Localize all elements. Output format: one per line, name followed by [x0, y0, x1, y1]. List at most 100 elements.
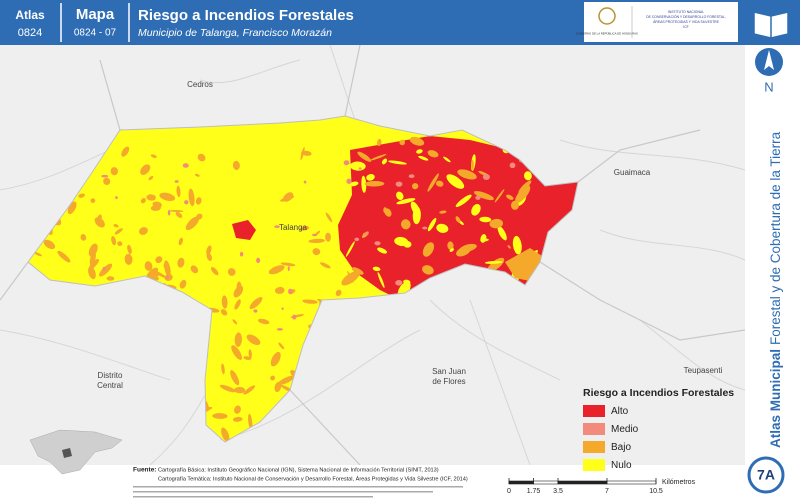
source-line: Cartografía Temática: Instituto Nacional… — [158, 475, 468, 482]
zone-bajo — [249, 296, 263, 310]
zone-bajo — [370, 154, 387, 161]
municipality-outline — [27, 115, 579, 443]
zone-bajo — [227, 268, 236, 276]
zone-bajo — [139, 227, 148, 235]
zone-bajo — [403, 279, 411, 285]
zone-bajo — [270, 351, 281, 367]
zone-bajo — [234, 405, 241, 414]
zone-bajo — [124, 253, 133, 265]
zone-medio — [174, 180, 179, 183]
zone-bajo — [257, 318, 270, 325]
logo-text: ICF — [683, 25, 688, 29]
zone-bajo — [190, 265, 199, 274]
zone-nulo — [388, 160, 407, 165]
zone-nulo — [512, 235, 522, 255]
zone-bajo — [447, 241, 454, 250]
zone-bajo — [195, 173, 200, 177]
legend-label: Medio — [611, 424, 639, 435]
zone-bajo — [351, 267, 364, 275]
legend-swatch — [583, 405, 605, 417]
zone-nulo — [446, 174, 465, 189]
zone-bajo — [299, 225, 310, 231]
zone-bajo — [335, 289, 342, 297]
zone-bajo — [436, 223, 449, 233]
zone-bajo — [308, 238, 325, 244]
zone-bajo — [302, 299, 318, 304]
zone-bajo — [246, 334, 261, 346]
zone-medio — [184, 200, 189, 205]
zone-nulo — [494, 189, 505, 203]
zone-bajo — [148, 175, 154, 181]
zone-bajo — [399, 139, 406, 146]
zone-bajo — [159, 192, 176, 201]
zone-bajo — [67, 201, 77, 215]
atlas-code: 0824 — [18, 27, 42, 39]
zone-nulo — [349, 181, 359, 187]
zone-nulo — [416, 149, 423, 154]
zone-bajo — [473, 191, 494, 201]
boundaries — [0, 44, 746, 466]
zone-bajo — [140, 198, 146, 204]
legend-swatch — [583, 459, 605, 471]
zone-bajo — [345, 241, 355, 257]
zone-medio — [182, 163, 189, 168]
zone-bajo — [274, 381, 282, 393]
side-title-bold: Atlas Municipal — [768, 349, 783, 448]
zone-bajo — [146, 194, 156, 201]
zone-bajo — [270, 375, 276, 381]
zone-medio — [343, 160, 350, 166]
zone-bajo — [280, 262, 296, 267]
zone-bajo — [315, 230, 321, 236]
zone-bajo — [230, 370, 240, 386]
zone-medio — [509, 162, 516, 169]
zone-medio — [281, 307, 284, 310]
zone-bajo — [471, 203, 481, 216]
atlas-label: Atlas — [15, 8, 45, 22]
zone-bajo — [248, 349, 252, 359]
place-label: de Flores — [432, 377, 465, 386]
zone-bajo — [278, 342, 285, 350]
zone-bajo — [366, 174, 375, 181]
zone-bajo — [90, 198, 96, 203]
zone-nulo — [422, 242, 435, 257]
scale-tick-label: 1.75 — [527, 488, 541, 495]
zone-nulo — [412, 206, 421, 225]
zone-bajo — [232, 319, 238, 325]
zone-medio — [101, 174, 109, 178]
place-label: Guaimaca — [614, 168, 651, 177]
legend-label: Alto — [611, 406, 629, 417]
zone-nulo — [457, 169, 477, 180]
zone-medio — [395, 181, 403, 187]
zone-bajo — [325, 212, 333, 223]
zone-nulo — [443, 156, 451, 163]
badge-circle — [747, 456, 785, 494]
zone-bajo — [89, 251, 96, 266]
zone-bajo — [110, 167, 118, 176]
zone-bajo — [140, 164, 151, 175]
zone-bajo — [300, 147, 305, 161]
legend-label: Nulo — [611, 460, 632, 471]
zone-nulo — [471, 159, 474, 170]
zone-bajo — [231, 345, 243, 360]
zone-bajo — [221, 427, 230, 442]
source-label: Fuente: — [133, 467, 156, 474]
map-subtitle: Municipio de Talanga, Francisco Morazán — [138, 27, 332, 39]
map-title: Riesgo a Incendios Forestales — [138, 7, 354, 24]
zone-bajo — [114, 228, 123, 235]
zone-bajo — [277, 375, 295, 385]
zone-medio — [287, 266, 290, 272]
source-line: Cartografía Básica: Instituto Geográfico… — [158, 467, 439, 473]
zone-bajo — [234, 386, 246, 394]
zone-nulo — [427, 173, 439, 192]
place-label: Distrito — [98, 371, 123, 380]
zone-bajo — [325, 232, 331, 242]
scale-segment — [508, 480, 534, 485]
zone-bajo — [409, 136, 425, 146]
zone-nulo — [427, 217, 437, 232]
zone-medio — [288, 288, 293, 295]
map-code: 0824 - 07 — [74, 28, 117, 39]
zone-bajo — [283, 192, 294, 202]
zone-bajo — [176, 185, 181, 198]
zone-nulo — [357, 151, 372, 162]
